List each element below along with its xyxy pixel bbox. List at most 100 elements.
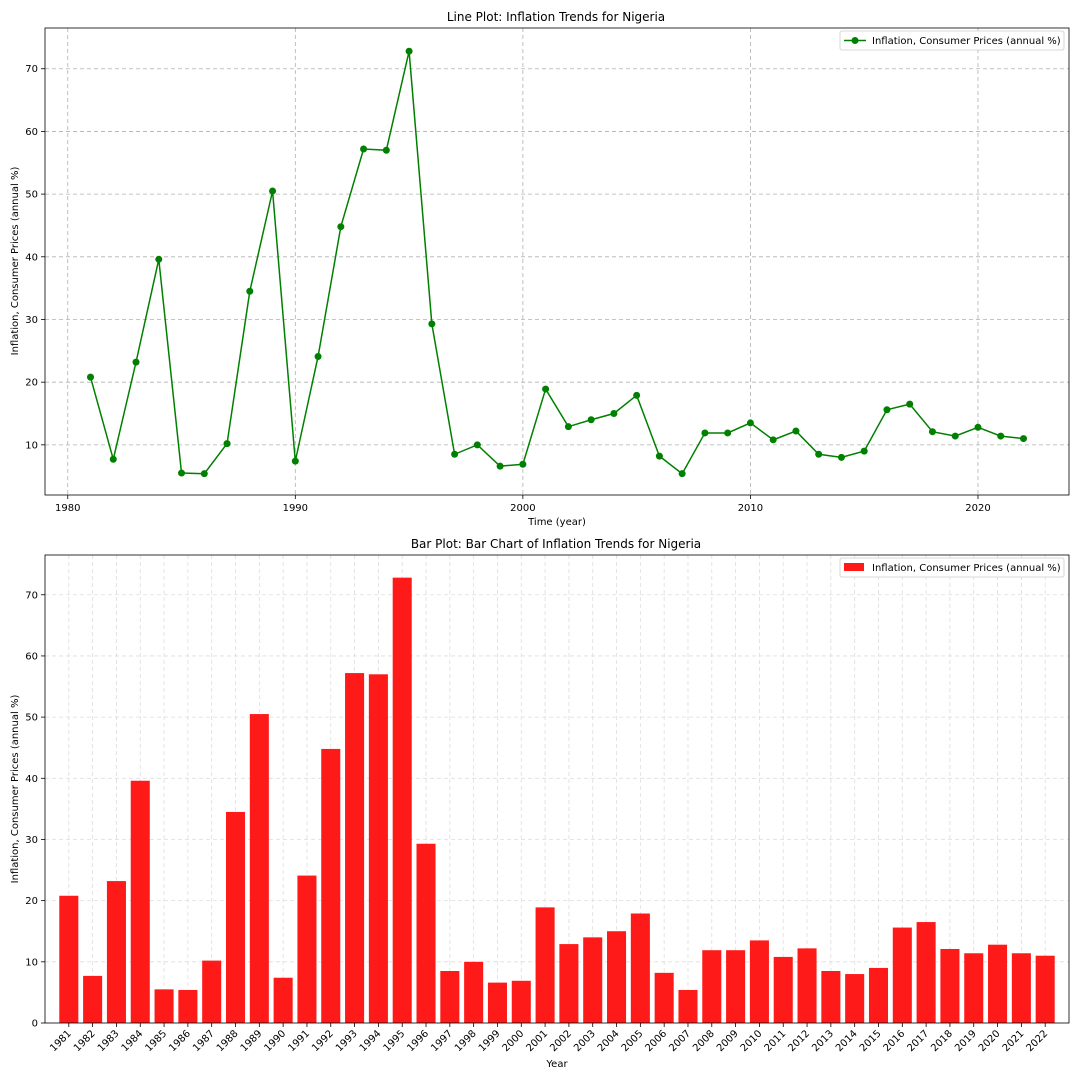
bar-chart-series xyxy=(59,577,1055,1023)
line-chart-point xyxy=(701,429,709,437)
bar-chart-x-tick-label: 2018 xyxy=(929,1028,955,1054)
bar-chart-x-tick-label: 2000 xyxy=(501,1028,527,1054)
bar-chart-x-tick-label: 2007 xyxy=(667,1028,693,1054)
bar-chart-x-tick-label: 2008 xyxy=(691,1028,717,1054)
line-chart-point xyxy=(382,146,390,154)
bar-chart-bar xyxy=(416,843,436,1023)
bar-chart-legend: Inflation, Consumer Prices (annual %) xyxy=(839,557,1065,578)
line-chart-point xyxy=(883,406,891,414)
bar-chart-bar xyxy=(392,577,412,1023)
bar-chart: Bar Plot: Bar Chart of Inflation Trends … xyxy=(10,537,1070,1070)
bar-chart-x-tick-label: 2020 xyxy=(977,1028,1003,1054)
bar-chart-bar xyxy=(892,927,912,1023)
line-chart-point xyxy=(724,429,732,437)
bar-chart-bar xyxy=(345,673,365,1023)
bar-chart-bar xyxy=(821,971,841,1023)
line-chart-x-tick-label: 1990 xyxy=(283,503,308,514)
bar-chart-x-tick-label: 2006 xyxy=(644,1028,670,1054)
line-chart-point xyxy=(815,450,823,458)
line-chart-point xyxy=(906,400,914,408)
bar-chart-title: Bar Plot: Bar Chart of Inflation Trends … xyxy=(411,537,701,551)
bar-chart-y-tick-label: 0 xyxy=(32,1019,38,1030)
bar-chart-x-tick-label: 1988 xyxy=(215,1028,241,1054)
bar-chart-grid xyxy=(45,555,1069,1024)
bar-chart-x-tick-label: 1982 xyxy=(72,1028,98,1054)
line-chart: Line Plot: Inflation Trends for Nigeria … xyxy=(10,10,1070,528)
line-chart-point xyxy=(405,47,413,55)
bar-chart-bar xyxy=(321,748,341,1023)
line-chart-grid xyxy=(45,28,1069,495)
bar-chart-x-tick-label: 2013 xyxy=(810,1028,836,1054)
line-chart-ticks: 1980 1990 2000 2010 2020 10 20 30 40 50 60 70 xyxy=(25,64,990,514)
bar-chart-frame xyxy=(44,554,1070,1024)
line-chart-point xyxy=(314,352,322,360)
bar-chart-bar xyxy=(83,975,103,1023)
line-chart-point xyxy=(746,419,754,427)
line-chart-point xyxy=(132,358,140,366)
line-chart-y-tick-label: 30 xyxy=(25,315,38,326)
bar-chart-bar xyxy=(916,922,936,1023)
bar-chart-bar xyxy=(59,895,79,1023)
line-chart-x-tick-label: 2010 xyxy=(738,503,763,514)
bar-chart-x-tick-label: 2019 xyxy=(953,1028,979,1054)
bar-chart-x-tick-label: 2002 xyxy=(548,1028,574,1054)
line-chart-x-tick-label: 2000 xyxy=(510,503,535,514)
bar-chart-bar xyxy=(654,972,674,1023)
line-chart-y-tick-label: 20 xyxy=(25,378,38,389)
line-chart-series xyxy=(87,47,1027,478)
line-chart-point xyxy=(291,457,299,465)
line-chart-point xyxy=(678,470,686,478)
bar-chart-legend-label: Inflation, Consumer Prices (annual %) xyxy=(872,563,1061,574)
bar-chart-x-tick-label: 1994 xyxy=(358,1028,384,1054)
bar-chart-bar xyxy=(559,944,579,1023)
line-chart-frame xyxy=(44,27,1070,496)
bar-chart-y-tick-label: 50 xyxy=(25,713,38,724)
line-chart-point xyxy=(928,428,936,436)
bar-chart-bar xyxy=(297,875,317,1023)
line-chart-legend-label: Inflation, Consumer Prices (annual %) xyxy=(872,36,1061,47)
line-chart-point xyxy=(155,255,163,263)
bar-chart-x-tick-label: 2003 xyxy=(572,1028,598,1054)
line-chart-series-line xyxy=(89,51,1024,475)
bar-chart-bar xyxy=(154,989,174,1023)
line-chart-point xyxy=(451,450,459,458)
bar-chart-bar xyxy=(773,956,793,1023)
bar-chart-x-axis-label: Year xyxy=(545,1059,568,1070)
bar-chart-bar xyxy=(464,961,484,1023)
bar-chart-bar xyxy=(273,977,293,1023)
line-chart-point xyxy=(87,373,95,381)
bar-chart-x-tick-label: 2022 xyxy=(1025,1028,1051,1054)
bar-chart-x-tick-label: 1989 xyxy=(239,1028,265,1054)
line-chart-point xyxy=(200,470,208,478)
bar-chart-x-tick-label: 1991 xyxy=(286,1028,312,1054)
line-chart-legend-box xyxy=(839,30,1065,51)
bar-chart-y-tick-label: 70 xyxy=(25,590,38,601)
line-chart-x-tick-label: 1980 xyxy=(55,503,80,514)
bar-chart-y-tick-label: 40 xyxy=(25,774,38,785)
bar-chart-x-tick-label: 1986 xyxy=(167,1028,193,1054)
bar-chart-bar xyxy=(583,937,603,1023)
bar-chart-x-tick-label: 2016 xyxy=(882,1028,908,1054)
bar-chart-bar xyxy=(797,948,817,1023)
bar-chart-x-tick-label: 1981 xyxy=(48,1028,74,1054)
bar-chart-x-tick-label: 2011 xyxy=(763,1028,789,1054)
bar-chart-bar xyxy=(106,881,126,1023)
bar-chart-bar xyxy=(535,907,555,1023)
bar-chart-bar xyxy=(749,940,769,1023)
bar-chart-bar xyxy=(702,950,722,1023)
line-chart-point xyxy=(223,440,231,448)
bar-chart-y-tick-label: 30 xyxy=(25,835,38,846)
line-chart-point xyxy=(1019,435,1027,443)
bar-chart-x-tick-label: 2009 xyxy=(715,1028,741,1054)
bar-chart-x-tick-label: 2001 xyxy=(524,1028,550,1054)
bar-chart-bar xyxy=(178,989,198,1023)
bar-chart-x-tick-label: 1987 xyxy=(191,1028,217,1054)
bar-chart-x-tick-label: 2021 xyxy=(1001,1028,1027,1054)
line-chart-point xyxy=(587,416,595,424)
bar-chart-bar xyxy=(868,967,889,1023)
line-chart-point xyxy=(109,455,117,463)
bar-chart-y-tick-label: 10 xyxy=(25,957,38,968)
bar-chart-bar xyxy=(440,971,460,1023)
line-chart-point xyxy=(360,145,368,153)
